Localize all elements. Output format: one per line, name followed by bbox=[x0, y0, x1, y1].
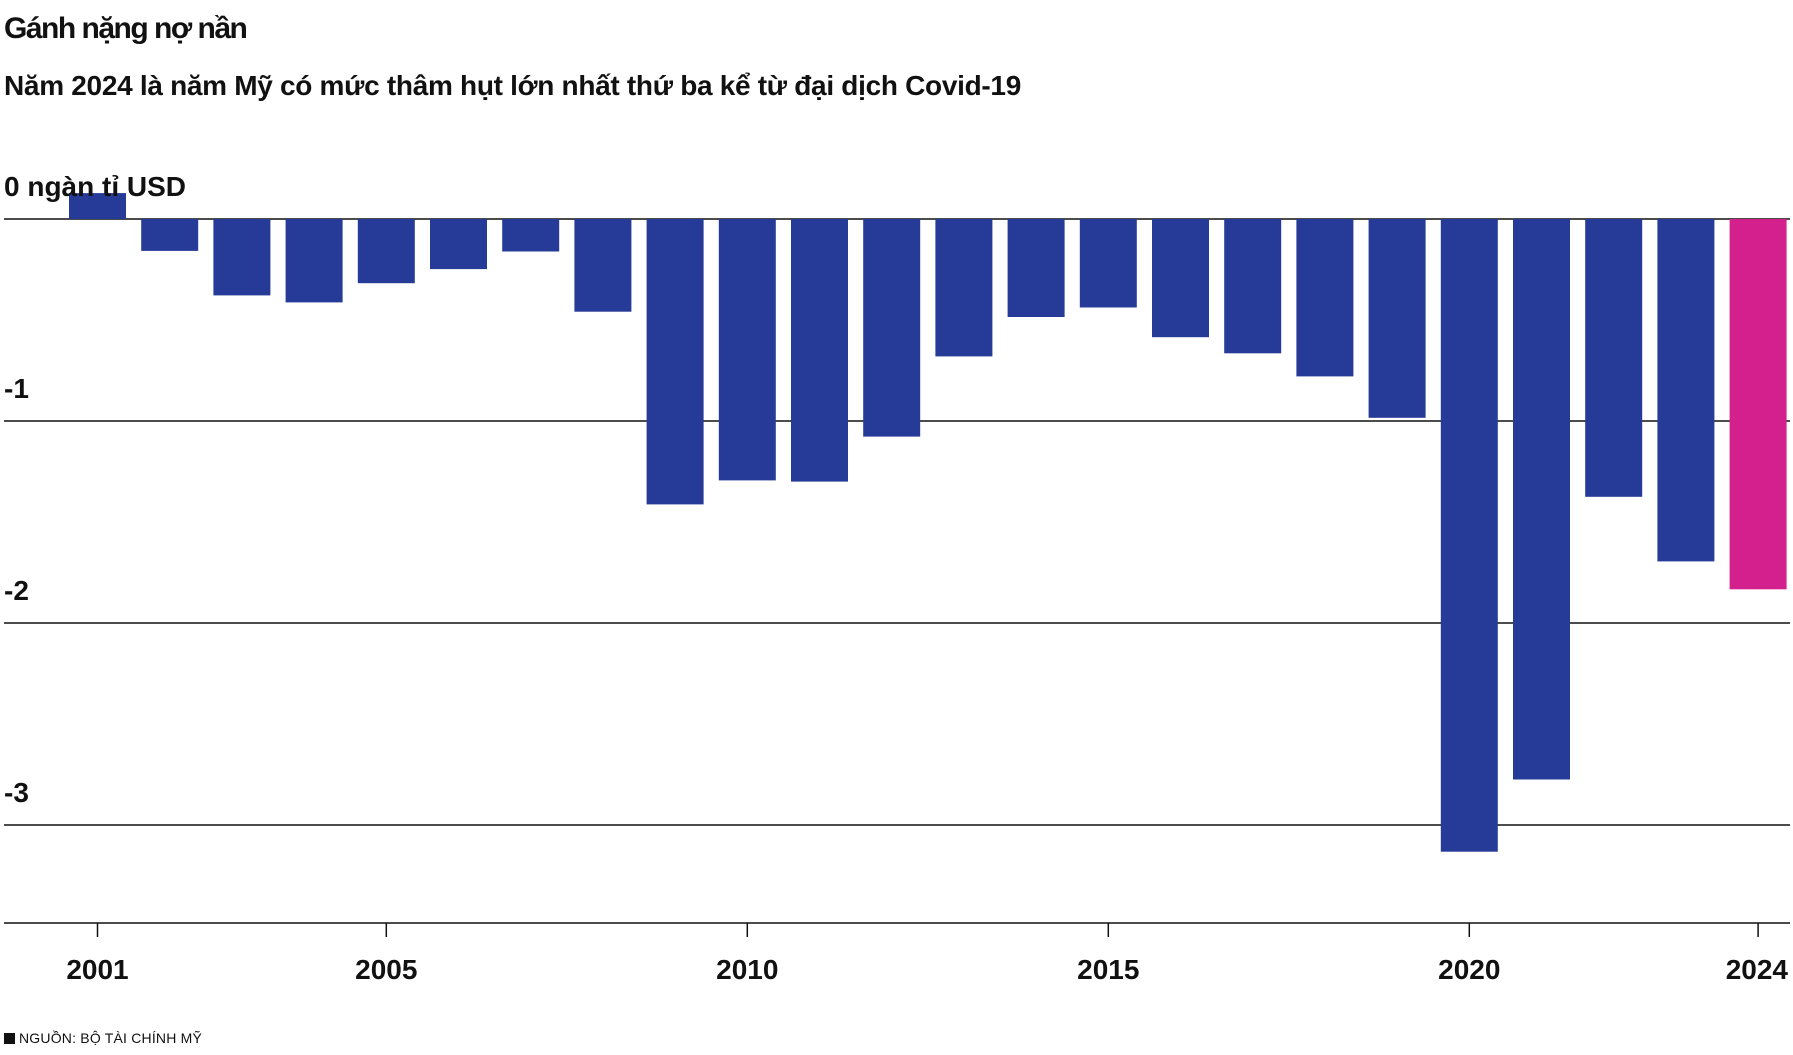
bar-2008 bbox=[574, 219, 632, 312]
bar-2017 bbox=[1224, 219, 1282, 354]
bar-2011 bbox=[791, 219, 848, 482]
x-tick-label: 2024 bbox=[1726, 954, 1789, 985]
bar-2004 bbox=[285, 219, 343, 303]
bar-2020 bbox=[1440, 219, 1498, 852]
bar-2012 bbox=[863, 219, 921, 437]
bar-2022 bbox=[1585, 219, 1643, 497]
bar-2002 bbox=[141, 219, 199, 251]
deficit-bar-chart: 0 ngàn tỉ USD -1 -2 -3 2001 2005 2010 2015 2020… bbox=[4, 171, 1790, 985]
bar-2007 bbox=[502, 219, 560, 252]
bar-2021 bbox=[1513, 219, 1570, 780]
chart-subtitle: Năm 2024 là năm Mỹ có mức thâm hụt lớn n… bbox=[4, 70, 1021, 101]
bar-2016 bbox=[1152, 219, 1209, 338]
bar-2006 bbox=[430, 219, 487, 270]
x-axis: 2001 2005 2010 2015 2020 2024 bbox=[4, 922, 1790, 985]
bar-2009 bbox=[646, 219, 704, 505]
bar-2023 bbox=[1657, 219, 1715, 562]
bar-2015 bbox=[1079, 219, 1137, 308]
x-tick-label: 2005 bbox=[355, 954, 417, 985]
bar-2019 bbox=[1368, 219, 1426, 418]
bar-2003 bbox=[213, 219, 271, 296]
y-tick-label: -2 bbox=[4, 575, 29, 606]
x-tick-label: 2010 bbox=[716, 954, 778, 985]
source-square-icon bbox=[4, 1033, 15, 1044]
y-tick-label: -3 bbox=[4, 777, 29, 808]
bars bbox=[69, 193, 1787, 852]
bar-2013 bbox=[935, 219, 993, 357]
bar-2005 bbox=[357, 219, 415, 284]
source-note: NGUỒN: BỘ TÀI CHÍNH MỸ bbox=[4, 1030, 202, 1046]
bar-2001 bbox=[69, 193, 126, 219]
x-tick-label: 2015 bbox=[1077, 954, 1139, 985]
bar-2018 bbox=[1296, 219, 1354, 377]
chart-title: Gánh nặng nợ nần bbox=[4, 12, 248, 45]
y-axis-labels: 0 ngàn tỉ USD -1 -2 -3 bbox=[4, 171, 186, 808]
bar-2010 bbox=[718, 219, 776, 481]
y-tick-label: 0 ngàn tỉ USD bbox=[4, 171, 186, 202]
y-tick-label: -1 bbox=[4, 373, 29, 404]
source-text: NGUỒN: BỘ TÀI CHÍNH MỸ bbox=[19, 1030, 203, 1046]
x-tick-label: 2001 bbox=[66, 954, 128, 985]
x-tick-label: 2020 bbox=[1438, 954, 1500, 985]
bar-2024 bbox=[1729, 219, 1787, 590]
bar-2014 bbox=[1007, 219, 1065, 317]
